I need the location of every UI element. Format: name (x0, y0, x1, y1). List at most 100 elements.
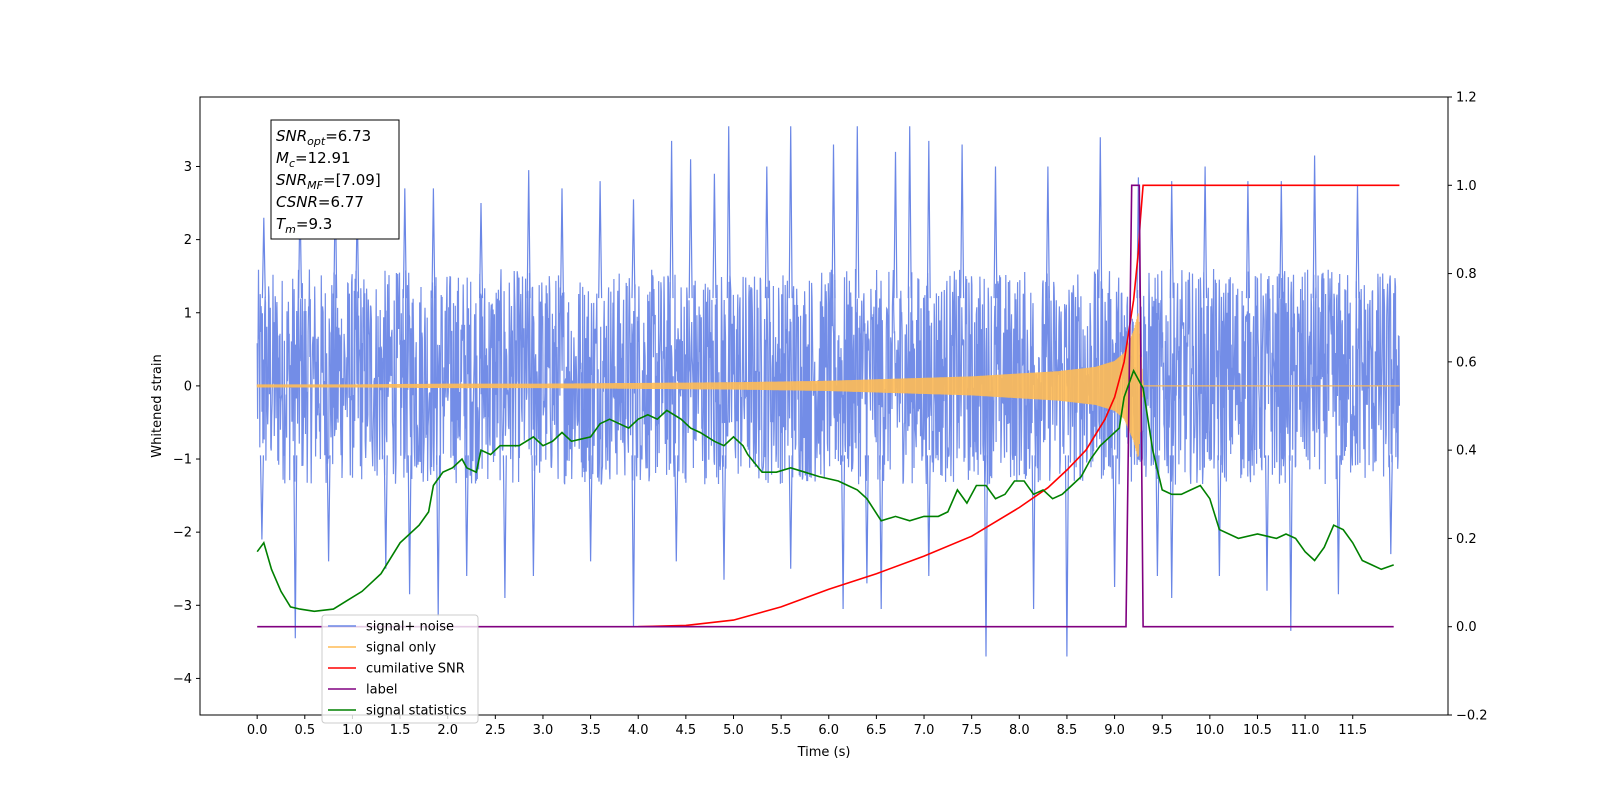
noise-peak-up-4 (402, 188, 407, 299)
x-tick-label: 9.0 (1104, 723, 1125, 738)
plot-frame (199, 96, 1449, 716)
legend-label: cumilative SNR (366, 662, 465, 677)
y-right-tick-label: 0.0 (1456, 620, 1477, 635)
y-right-tick-label: 0.4 (1456, 444, 1477, 459)
info-box: SNRopt=6.73Mc=12.91SNRMF=[7.09]CSNR=6.77… (270, 119, 400, 240)
noise-peak-up-16 (788, 126, 793, 299)
noise-peak-up-30 (1279, 181, 1284, 299)
noise-peak-up-21 (926, 140, 931, 299)
noise-peak-down-0 (259, 455, 264, 540)
noise-peak-up-14 (726, 126, 731, 299)
ticks-layer: 0.0 0.5 1.0 1.5 2.0 2.5 3.0 3.5 4.0 4.5 5.0 5.5 6.0 6… (173, 91, 1488, 739)
legend-item: signal+ noise (328, 620, 454, 635)
info-box-frame (270, 119, 400, 240)
legend-item: signal only (328, 641, 436, 656)
noise-peak-down-18 (983, 455, 988, 657)
noise-peak-down-8 (531, 455, 536, 577)
noise-peak-down-20 (1064, 455, 1069, 657)
legend-label: label (366, 683, 397, 698)
legend-item: signal statistics (328, 704, 467, 719)
noise-peak-down-13 (788, 455, 793, 569)
x-tick-label: 1.0 (342, 723, 363, 738)
x-tick-label: 1.5 (390, 723, 411, 738)
y-tick-label: 1 (184, 306, 192, 321)
noise-peak-up-17 (831, 144, 836, 299)
noise-peak-up-18 (855, 126, 860, 299)
noise-peak-up-28 (1203, 166, 1208, 299)
x-tick-label: 10.0 (1195, 723, 1224, 738)
x-tick-label: 7.5 (961, 723, 982, 738)
y-tick-label: −4 (173, 672, 192, 687)
legend-item: cumilative SNR (328, 662, 465, 677)
noise-peak-down-11 (674, 455, 679, 562)
legend: signal+ noise signal only cumilative SNR la… (321, 614, 479, 724)
info-line: Tm=9.3 (276, 215, 332, 236)
noise-peak-up-22 (960, 144, 965, 299)
noise-peak-up-19 (893, 151, 898, 299)
x-tick-label: 10.5 (1243, 723, 1272, 738)
y-right-tick-label: 0.6 (1456, 355, 1477, 370)
x-tick-label: 7.0 (914, 723, 935, 738)
x-tick-label: 3.0 (533, 723, 554, 738)
noise-peak-down-14 (841, 455, 846, 610)
noise-peak-down-25 (1265, 455, 1269, 591)
noise-peak-down-17 (926, 455, 931, 577)
noise-peak-down-9 (588, 455, 593, 562)
noise-peak-down-21 (1112, 455, 1117, 588)
x-tick-label: 11.0 (1291, 723, 1320, 738)
y-right-tick-label: −0.2 (1456, 709, 1488, 724)
y-right-tick-label: 0.8 (1456, 267, 1477, 282)
y-right-tick-label: 1.2 (1456, 91, 1477, 106)
y-right-tick-label: 0.2 (1456, 532, 1477, 547)
legend-label: signal+ noise (366, 620, 454, 635)
x-tick-label: 3.5 (580, 723, 601, 738)
x-tick-label: 0.0 (247, 723, 268, 738)
series-signal-statistics (256, 368, 1394, 613)
x-tick-label: 8.5 (1057, 723, 1078, 738)
noise-peak-up-10 (631, 199, 636, 299)
noise-peak-down-7 (502, 455, 507, 599)
y-tick-label: −1 (173, 453, 192, 468)
x-tick-label: 11.5 (1338, 723, 1367, 738)
noise-peak-up-7 (526, 170, 531, 299)
noise-peak-up-8 (560, 188, 564, 299)
info-line: CSNR=6.77 (276, 193, 364, 211)
series-cumulative-snr (638, 184, 1400, 628)
x-tick-label: 4.0 (628, 723, 649, 738)
noise-peak-up-0 (261, 217, 266, 299)
noise-peak-down-6 (464, 455, 469, 577)
info-line: SNRopt=6.73 (276, 127, 371, 148)
noise-peak-down-28 (1388, 455, 1393, 555)
legend-label: signal only (366, 641, 436, 656)
noise-peak-up-32 (1355, 184, 1360, 299)
noise-peak-up-31 (1312, 155, 1317, 299)
y-tick-label: 2 (184, 233, 192, 248)
info-line: Mc=12.91 (276, 149, 351, 170)
x-tick-label: 6.5 (866, 723, 887, 738)
y-right-tick-label: 1.0 (1456, 179, 1477, 194)
x-tick-label: 4.5 (676, 723, 697, 738)
x-tick-label: 2.5 (485, 723, 506, 738)
noise-peak-down-24 (1217, 455, 1222, 577)
noise-peak-down-27 (1336, 455, 1341, 595)
series-signal-noise (256, 268, 1400, 485)
noise-peak-down-22 (1155, 455, 1160, 577)
series-layer (256, 126, 1400, 657)
noise-peak-down-10 (631, 455, 636, 628)
noise-peak-up-11 (669, 140, 674, 299)
x-tick-label: 8.0 (1009, 723, 1030, 738)
series-label (257, 184, 1394, 628)
y-tick-label: 0 (184, 379, 192, 394)
legend-frame (321, 614, 479, 724)
x-tick-label: 5.0 (723, 723, 744, 738)
y-axis-label: Whitened strain (150, 354, 165, 457)
noise-peak-down-1 (293, 455, 298, 639)
noise-peak-up-5 (431, 188, 436, 299)
x-tick-label: 2.0 (437, 723, 458, 738)
noise-peak-down-4 (407, 455, 412, 595)
x-tick-label: 0.5 (294, 723, 315, 738)
noise-peak-up-15 (764, 166, 769, 299)
x-axis-label: Time (s) (797, 745, 851, 760)
noise-peak-down-16 (879, 455, 884, 610)
